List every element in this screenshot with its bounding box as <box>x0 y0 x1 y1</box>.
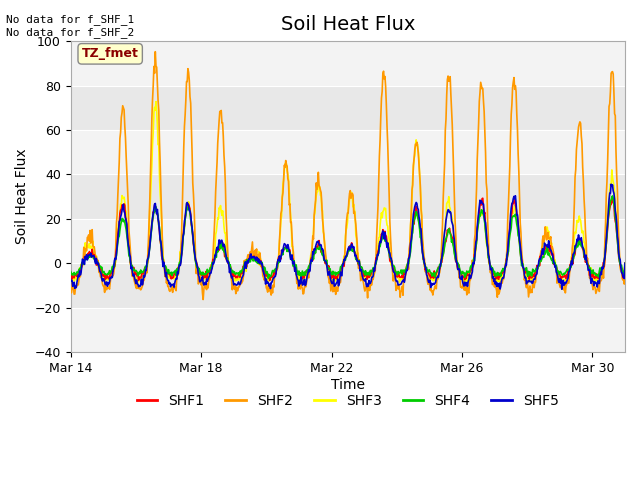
Legend: SHF1, SHF2, SHF3, SHF4, SHF5: SHF1, SHF2, SHF3, SHF4, SHF5 <box>131 389 564 414</box>
Bar <box>70 41 625 85</box>
Bar <box>70 308 625 352</box>
Bar <box>70 219 625 264</box>
Bar <box>70 130 625 174</box>
Text: No data for f_SHF_1
No data for f_SHF_2: No data for f_SHF_1 No data for f_SHF_2 <box>6 14 134 38</box>
Title: Soil Heat Flux: Soil Heat Flux <box>280 15 415 34</box>
Text: TZ_fmet: TZ_fmet <box>82 48 139 60</box>
X-axis label: Time: Time <box>331 378 365 392</box>
Y-axis label: Soil Heat Flux: Soil Heat Flux <box>15 149 29 244</box>
